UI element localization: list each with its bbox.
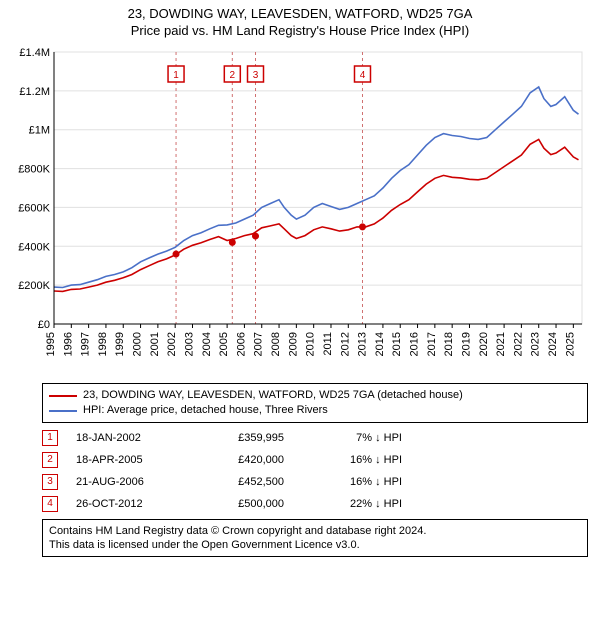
- svg-text:1999: 1999: [114, 332, 126, 356]
- legend-label: 23, DOWDING WAY, LEAVESDEN, WATFORD, WD2…: [83, 388, 463, 403]
- row-price: £420,000: [204, 449, 284, 471]
- svg-text:2020: 2020: [478, 332, 490, 356]
- svg-text:3: 3: [253, 70, 259, 81]
- svg-text:2018: 2018: [443, 332, 455, 356]
- svg-text:1996: 1996: [62, 332, 74, 356]
- svg-text:2015: 2015: [391, 332, 403, 356]
- svg-text:2022: 2022: [512, 332, 524, 356]
- legend-swatch: [49, 410, 77, 412]
- row-hpi-diff: 16% ↓ HPI: [302, 449, 402, 471]
- svg-text:2005: 2005: [218, 332, 230, 356]
- svg-text:2011: 2011: [322, 332, 334, 356]
- table-row: 4 26-OCT-2012 £500,000 22% ↓ HPI: [42, 493, 588, 515]
- svg-text:2000: 2000: [132, 332, 144, 356]
- svg-text:2009: 2009: [287, 332, 299, 356]
- svg-text:2017: 2017: [426, 332, 438, 356]
- legend-item: HPI: Average price, detached house, Thre…: [49, 403, 581, 418]
- title-main: 23, DOWDING WAY, LEAVESDEN, WATFORD, WD2…: [8, 6, 592, 21]
- svg-text:2007: 2007: [253, 332, 265, 356]
- row-date: 26-OCT-2012: [76, 493, 186, 515]
- row-marker: 2: [42, 452, 58, 468]
- row-date: 18-APR-2005: [76, 449, 186, 471]
- svg-text:2013: 2013: [357, 332, 369, 356]
- svg-text:2006: 2006: [235, 332, 247, 356]
- svg-text:2008: 2008: [270, 332, 282, 356]
- svg-text:1997: 1997: [80, 332, 92, 356]
- svg-text:1995: 1995: [45, 332, 57, 356]
- svg-text:2004: 2004: [201, 332, 213, 356]
- attribution-line-1: Contains HM Land Registry data © Crown c…: [49, 524, 581, 538]
- price-paid-table: 1 18-JAN-2002 £359,995 7% ↓ HPI 2 18-APR-2005…: [42, 427, 588, 515]
- svg-text:2023: 2023: [530, 332, 542, 356]
- legend-label: HPI: Average price, detached house, Thre…: [83, 403, 328, 418]
- row-hpi-diff: 16% ↓ HPI: [302, 471, 402, 493]
- attribution-line-2: This data is licensed under the Open Gov…: [49, 538, 581, 552]
- table-row: 1 18-JAN-2002 £359,995 7% ↓ HPI: [42, 427, 588, 449]
- svg-text:£400K: £400K: [18, 241, 50, 253]
- chart-area: £0 £200K £400K £600K £800K £1M £1.2M £1.4M 1 2 3 4 1…: [0, 44, 600, 379]
- svg-text:1: 1: [173, 70, 179, 81]
- svg-text:2024: 2024: [547, 332, 559, 356]
- legend-swatch: [49, 395, 77, 397]
- attribution: Contains HM Land Registry data © Crown c…: [42, 519, 588, 557]
- row-price: £500,000: [204, 493, 284, 515]
- svg-text:£800K: £800K: [18, 164, 50, 176]
- svg-text:£0: £0: [38, 319, 50, 331]
- svg-text:2003: 2003: [183, 332, 195, 356]
- table-row: 3 21-AUG-2006 £452,500 16% ↓ HPI: [42, 471, 588, 493]
- svg-text:2014: 2014: [374, 332, 386, 356]
- svg-text:1998: 1998: [97, 332, 109, 356]
- svg-text:£200K: £200K: [18, 280, 50, 292]
- svg-text:2010: 2010: [305, 332, 317, 356]
- row-marker: 3: [42, 474, 58, 490]
- row-price: £452,500: [204, 471, 284, 493]
- table-row: 2 18-APR-2005 £420,000 16% ↓ HPI: [42, 449, 588, 471]
- svg-text:2001: 2001: [149, 332, 161, 356]
- row-date: 18-JAN-2002: [76, 427, 186, 449]
- row-hpi-diff: 22% ↓ HPI: [302, 493, 402, 515]
- row-date: 21-AUG-2006: [76, 471, 186, 493]
- line-chart-svg: £0 £200K £400K £600K £800K £1M £1.2M £1.4M 1 2 3 4 1…: [8, 44, 592, 374]
- svg-text:2016: 2016: [409, 332, 421, 356]
- svg-text:£1M: £1M: [29, 125, 50, 137]
- svg-text:2021: 2021: [495, 332, 507, 356]
- row-marker: 1: [42, 430, 58, 446]
- svg-text:2019: 2019: [460, 332, 472, 356]
- title-sub: Price paid vs. HM Land Registry's House …: [8, 23, 592, 38]
- row-price: £359,995: [204, 427, 284, 449]
- svg-text:2002: 2002: [166, 332, 178, 356]
- legend-item: 23, DOWDING WAY, LEAVESDEN, WATFORD, WD2…: [49, 388, 581, 403]
- legend: 23, DOWDING WAY, LEAVESDEN, WATFORD, WD2…: [42, 383, 588, 423]
- chart-titles: 23, DOWDING WAY, LEAVESDEN, WATFORD, WD2…: [0, 0, 600, 44]
- svg-text:2012: 2012: [339, 332, 351, 356]
- svg-text:£1.2M: £1.2M: [19, 86, 50, 98]
- svg-text:£1.4M: £1.4M: [19, 47, 50, 59]
- svg-text:£600K: £600K: [18, 202, 50, 214]
- svg-text:2: 2: [230, 70, 236, 81]
- row-hpi-diff: 7% ↓ HPI: [302, 427, 402, 449]
- svg-text:4: 4: [360, 70, 366, 81]
- row-marker: 4: [42, 496, 58, 512]
- svg-text:2025: 2025: [564, 332, 576, 356]
